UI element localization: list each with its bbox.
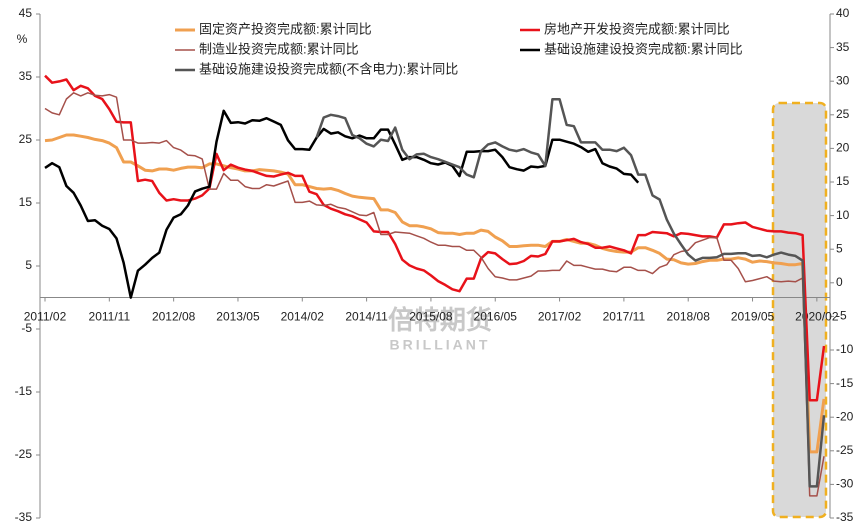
x-tick-label: 2020/02 <box>795 310 839 324</box>
watermark: BRILLIANT <box>390 337 491 353</box>
x-tick-label: 2015/08 <box>409 310 453 324</box>
y-tick-label: 35 <box>19 69 33 83</box>
y-tick-label: 45 <box>19 6 33 20</box>
x-tick-label: 2014/11 <box>345 310 388 324</box>
y2-tick-label: 15 <box>836 174 850 188</box>
x-tick-label: 2011/02 <box>24 310 67 324</box>
y2-tick-label: -35 <box>836 510 854 524</box>
legend-label: 房地产开发投资完成额:累计同比 <box>544 21 730 36</box>
y-tick-label: 5 <box>25 258 32 272</box>
y2-tick-label: -15 <box>836 376 854 390</box>
y2-tick-label: 40 <box>836 6 850 20</box>
legend-label: 制造业投资完成额:累计同比 <box>199 41 359 56</box>
x-tick-label: 2013/05 <box>216 310 260 324</box>
y2-tick-label: -25 <box>836 443 854 457</box>
y-tick-label: -15 <box>15 384 33 398</box>
watermark: 倍特期货 <box>388 305 492 335</box>
series-line <box>315 98 826 488</box>
y2-tick-label: 10 <box>836 208 850 222</box>
y-tick-label: 15 <box>19 195 33 209</box>
y2-tick-label: -30 <box>836 477 854 491</box>
series-line <box>44 74 826 402</box>
x-tick-label: 2011/11 <box>89 310 131 324</box>
y-tick-label: -5 <box>21 321 32 335</box>
y2-tick-label: 35 <box>836 40 850 54</box>
x-tick-label: 2019/05 <box>731 310 775 324</box>
x-tick-label: 2016/05 <box>474 310 518 324</box>
y2-tick-label: 25 <box>836 107 850 121</box>
series-line <box>44 109 640 299</box>
x-tick-label: 2014/02 <box>281 310 325 324</box>
legend-label: 固定资产投资完成额:累计同比 <box>199 21 372 36</box>
highlight-box <box>771 101 828 519</box>
legend-label: 基础设施建设投资完成额(不含电力):累计同比 <box>199 61 458 76</box>
y2-tick-label: -10 <box>836 342 854 356</box>
y-tick-label: 25 <box>19 132 33 146</box>
y2-tick-label: 0 <box>836 275 843 289</box>
series-line <box>44 133 826 454</box>
y-tick-label: -35 <box>15 510 33 524</box>
y2-tick-label: -20 <box>836 409 854 423</box>
y-tick-label: -25 <box>15 447 33 461</box>
y-unit: % <box>17 32 28 46</box>
x-tick-label: 2012/08 <box>152 310 196 324</box>
y2-tick-label: 20 <box>836 141 850 155</box>
series-line <box>44 92 825 497</box>
y2-tick-label: 5 <box>836 241 843 255</box>
x-tick-label: 2018/08 <box>667 310 711 324</box>
legend-label: 基础设施建设投资完成额:累计同比 <box>544 41 743 56</box>
x-tick-label: 2017/02 <box>538 310 582 324</box>
y2-tick-label: -5 <box>836 309 847 323</box>
y2-tick-label: 30 <box>836 73 850 87</box>
x-tick-label: 2017/11 <box>603 310 646 324</box>
